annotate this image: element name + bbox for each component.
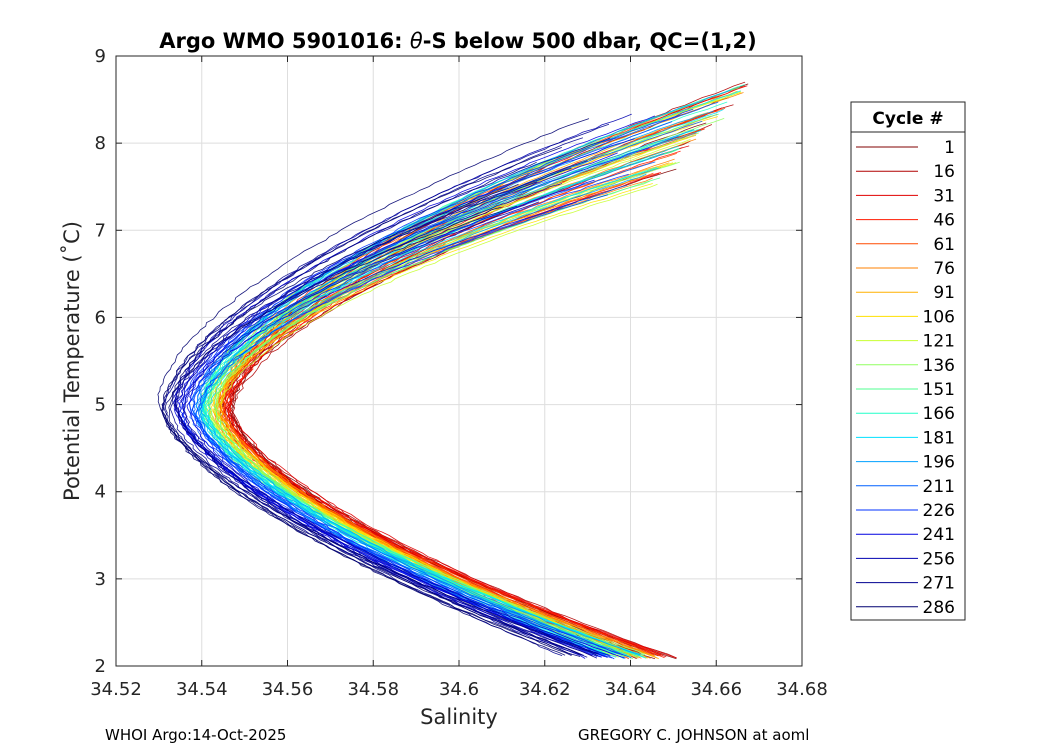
legend-item: 31	[856, 186, 955, 206]
legend-label: 16	[933, 162, 955, 182]
legend-item: 211	[856, 477, 955, 497]
chart-title: Argo WMO 5901016: θ-S below 500 dbar, QC…	[159, 29, 756, 53]
legend-label: 31	[933, 186, 955, 206]
legend-label: 46	[933, 211, 955, 231]
legend-item: 61	[856, 235, 955, 255]
profile-line	[179, 108, 694, 656]
legend-label: 1	[944, 138, 955, 158]
footer-author: GREGORY C. JOHNSON at aoml	[578, 726, 810, 744]
legend-label: 211	[923, 477, 955, 497]
legend-label: 286	[923, 598, 955, 618]
x-tick-label: 34.58	[347, 679, 399, 700]
profile-line	[192, 136, 679, 655]
legend-item: 16	[856, 162, 955, 182]
profile-line	[168, 206, 566, 656]
legend: Cycle # 1 16 31 46 61 76 91 106 121 136 151 166 181 1…	[850, 101, 966, 621]
profile-line	[161, 147, 583, 656]
legend-item: 241	[856, 525, 955, 545]
legend-title: Cycle #	[872, 109, 943, 129]
title-suffix: -S below 500 dbar, QC=(1,2)	[423, 29, 757, 53]
legend-item: 196	[856, 453, 955, 473]
legend-item: 226	[856, 501, 955, 521]
x-tick-label: 34.54	[176, 679, 228, 700]
y-tick-label: 6	[95, 307, 106, 328]
legend-item: 166	[856, 404, 955, 424]
axis-ticks: 34.52 34.54 34.56 34.58 34.6 34.62 34.64 34.66 3…	[90, 46, 828, 700]
profile-line	[202, 167, 658, 656]
profile-line	[198, 129, 695, 655]
x-tick-label: 34.6	[439, 679, 479, 700]
y-tick-label: 7	[95, 220, 106, 241]
legend-label: 196	[923, 453, 955, 473]
title-prefix: Argo WMO 5901016:	[159, 29, 410, 53]
y-axis-label: Potential Temperature (˚C)	[60, 221, 84, 501]
legend-item: 256	[856, 549, 955, 569]
y-tick-label: 8	[95, 133, 106, 154]
profile-line	[177, 138, 635, 658]
legend-label: 136	[923, 356, 955, 376]
legend-box	[850, 101, 966, 621]
y-tick-label: 4	[95, 482, 106, 503]
legend-label: 271	[923, 574, 955, 594]
legend-label: 226	[923, 501, 955, 521]
x-tick-label: 34.62	[519, 679, 571, 700]
x-tick-label: 34.52	[90, 679, 142, 700]
legend-label: 256	[923, 549, 955, 569]
legend-label: 76	[933, 259, 955, 279]
legend-label: 241	[923, 525, 955, 545]
profile-line	[161, 123, 610, 659]
profile-line	[169, 167, 588, 658]
legend-label: 181	[923, 428, 955, 448]
legend-label: 91	[933, 283, 955, 303]
footer-source: WHOI Argo:14-Oct-2025	[105, 726, 287, 744]
y-tick-label: 5	[95, 395, 106, 416]
y-tick-label: 3	[95, 569, 106, 590]
x-axis-label: Salinity	[420, 705, 498, 729]
legend-label: 166	[923, 404, 955, 424]
legend-item: 286	[856, 598, 955, 618]
legend-item: 136	[856, 356, 955, 376]
x-tick-label: 34.56	[262, 679, 314, 700]
profile-lines	[157, 81, 749, 660]
y-tick-label: 9	[95, 46, 106, 67]
x-tick-label: 34.68	[776, 679, 828, 700]
profile-line	[214, 180, 651, 655]
legend-item: 91	[856, 283, 955, 303]
profile-line	[200, 130, 702, 656]
profile-line	[195, 194, 609, 655]
x-tick-label: 34.64	[605, 679, 657, 700]
legend-item: 46	[856, 211, 955, 231]
legend-item: 76	[856, 259, 955, 279]
legend-item: 121	[856, 332, 955, 352]
profile-line	[226, 128, 705, 656]
profile-line	[201, 167, 659, 655]
legend-item: 151	[856, 380, 955, 400]
x-tick-label: 34.66	[690, 679, 742, 700]
legend-label: 61	[933, 235, 955, 255]
series-cycle-286	[157, 118, 598, 657]
y-tick-label: 2	[95, 656, 106, 677]
title-theta-symbol: θ	[410, 29, 423, 53]
legend-item: 271	[856, 574, 955, 594]
profile-line	[157, 118, 598, 656]
profile-line	[191, 161, 656, 658]
legend-label: 151	[923, 380, 955, 400]
profile-line	[174, 205, 563, 656]
legend-label: 121	[923, 332, 955, 352]
legend-label: 106	[923, 307, 955, 327]
legend-item: 181	[856, 428, 955, 448]
legend-item: 1	[856, 138, 955, 158]
legend-item: 106	[856, 307, 955, 327]
profile-line	[173, 115, 655, 659]
